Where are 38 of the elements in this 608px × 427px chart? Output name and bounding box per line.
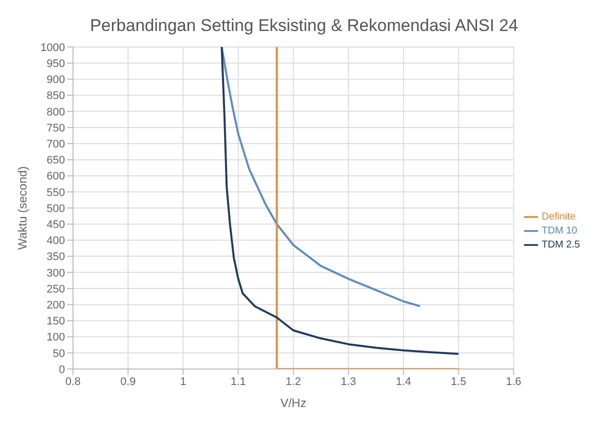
y-tick-label: 550 (46, 186, 65, 199)
y-tick-label: 500 (46, 202, 65, 215)
x-tick-label: 1.2 (286, 376, 301, 388)
y-tick-label: 250 (46, 283, 65, 296)
y-tick-label: 450 (46, 219, 65, 232)
x-tick-label: 1.3 (340, 376, 356, 388)
y-tick-label: 350 (46, 251, 65, 264)
y-tick-label: 650 (46, 154, 65, 167)
y-tick-label: 950 (46, 58, 65, 70)
x-tick-label: 1.5 (450, 376, 466, 388)
y-tick-label: 1000 (40, 42, 65, 54)
x-tick-label: 0.9 (120, 376, 136, 388)
x-axis-title: V/Hz (280, 396, 306, 410)
y-tick-label: 100 (46, 332, 65, 344)
y-tick-label: 600 (46, 170, 65, 183)
x-tick-label: 1.1 (230, 376, 246, 388)
line-series (220, 47, 460, 355)
y-tick-label: 400 (46, 235, 65, 248)
y-tick-label: 800 (46, 106, 65, 118)
legend-label: Definite (542, 211, 576, 222)
x-tick-label: 1.4 (396, 376, 412, 388)
legend-label: TDM 2.5 (542, 239, 580, 250)
x-tick-label: 0.8 (65, 376, 81, 388)
y-tick-label: 0 (58, 364, 65, 376)
y-tick-label: 200 (46, 300, 65, 312)
y-tick-label: 700 (46, 138, 65, 151)
y-axis-title: Waktu (second) (15, 166, 30, 250)
line-series (220, 47, 422, 308)
x-tick-label: 1.6 (506, 376, 522, 388)
y-tick-label: 750 (46, 122, 65, 134)
legend-label: TDM 10 (542, 225, 578, 236)
y-tick-label: 900 (46, 74, 65, 86)
y-tick-label: 50 (52, 348, 65, 360)
x-tick-label: 1 (180, 376, 186, 388)
y-tick-label: 300 (46, 267, 65, 280)
y-tick-label: 150 (46, 316, 65, 328)
y-tick-label: 850 (46, 90, 65, 102)
chart-title: Perbandingan Setting Eksisting & Rekomendasi ANSI 24 (88, 15, 520, 37)
